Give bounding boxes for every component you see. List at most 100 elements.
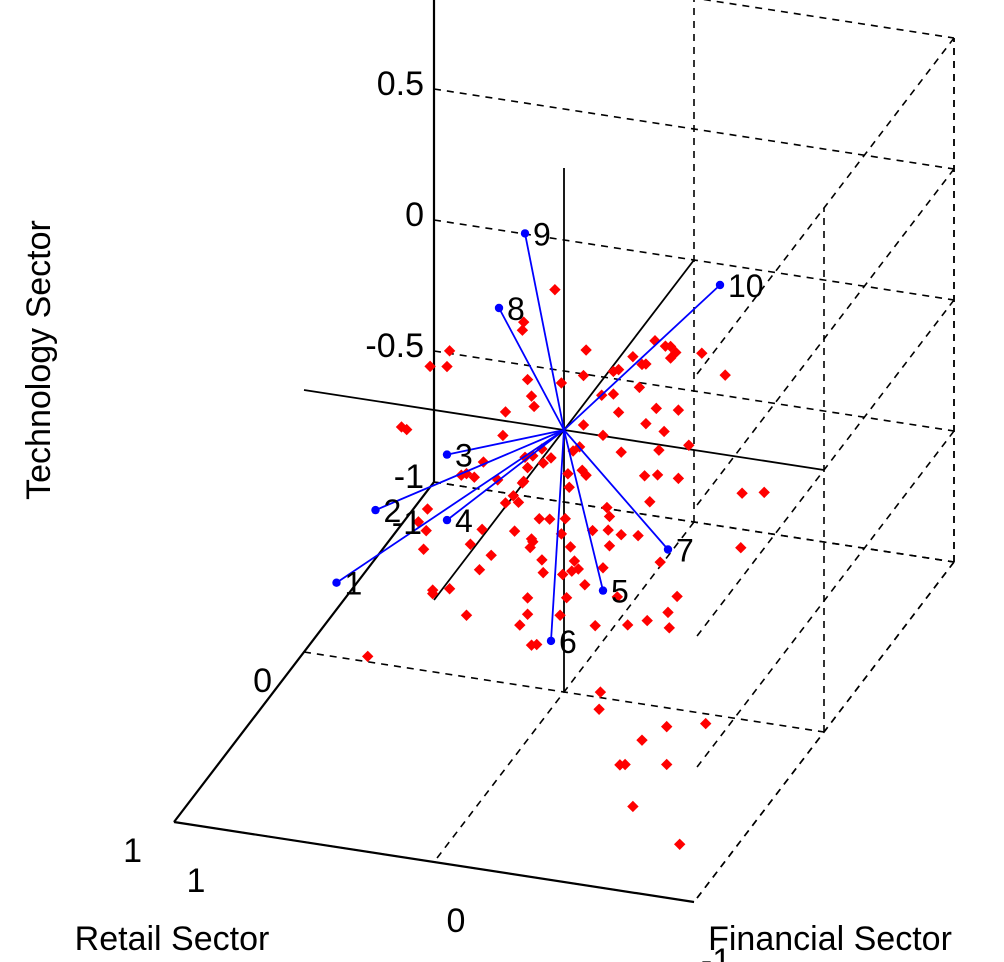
data-point bbox=[659, 340, 672, 352]
data-point bbox=[627, 350, 639, 363]
data-point bbox=[563, 481, 575, 493]
data-point bbox=[612, 406, 625, 419]
data-point bbox=[641, 614, 653, 627]
vector-label: 10 bbox=[728, 268, 764, 304]
data-point bbox=[664, 352, 677, 364]
data-point bbox=[533, 513, 546, 525]
data-point bbox=[476, 523, 488, 536]
vector-tip-marker bbox=[546, 636, 556, 646]
data-point bbox=[521, 592, 534, 604]
data-point bbox=[421, 503, 434, 515]
data-point bbox=[638, 470, 651, 482]
x-axis-label: Financial Sector bbox=[708, 920, 952, 958]
data-point bbox=[576, 464, 588, 476]
data-point bbox=[670, 346, 682, 359]
z-tick-label: -1 bbox=[394, 458, 424, 496]
vector-label: 2 bbox=[384, 493, 402, 529]
data-point bbox=[525, 390, 538, 402]
data-point bbox=[593, 703, 605, 715]
data-point bbox=[464, 538, 477, 550]
data-point bbox=[601, 501, 613, 514]
data-point bbox=[607, 388, 620, 400]
data-point bbox=[499, 406, 512, 418]
data-point bbox=[615, 528, 627, 541]
data-point bbox=[521, 608, 534, 620]
z-tick-label: -0.5 bbox=[365, 327, 424, 365]
data-point bbox=[603, 510, 616, 523]
data-point bbox=[525, 533, 538, 545]
data-point bbox=[443, 345, 456, 357]
tick-labels: -1 -0.5 0 0.5 1 -1 0 1 -1 0 1 bbox=[123, 65, 731, 962]
data-point bbox=[468, 471, 481, 483]
vector-tip-marker bbox=[442, 450, 452, 459]
vector-tip-marker bbox=[715, 280, 725, 290]
data-point bbox=[586, 524, 599, 537]
x-tick-label: 1 bbox=[187, 862, 206, 900]
vector-label: 5 bbox=[611, 574, 629, 610]
y-tick-label: 0 bbox=[253, 662, 272, 700]
data-point bbox=[672, 404, 685, 416]
data-point bbox=[627, 800, 639, 813]
data-point bbox=[441, 360, 453, 373]
data-point bbox=[395, 421, 408, 433]
data-point bbox=[735, 542, 747, 554]
grid-line-floor-y bbox=[693, 561, 955, 903]
vector-tip-marker bbox=[598, 586, 608, 595]
data-point bbox=[460, 609, 473, 621]
data-point bbox=[673, 838, 686, 851]
data-point bbox=[545, 452, 557, 464]
data-point bbox=[555, 377, 568, 389]
data-point bbox=[580, 344, 592, 356]
data-point bbox=[512, 496, 525, 509]
data-point bbox=[632, 529, 644, 542]
data-point bbox=[420, 524, 432, 537]
data-point bbox=[514, 619, 526, 631]
variable-vector bbox=[550, 429, 565, 641]
vector-label: 9 bbox=[533, 216, 551, 252]
data-point bbox=[528, 400, 540, 413]
data-point bbox=[597, 429, 609, 442]
data-point bbox=[559, 512, 572, 525]
data-point bbox=[473, 563, 486, 576]
data-point bbox=[497, 429, 509, 442]
y-axis-label: Retail Sector bbox=[75, 920, 270, 958]
data-point bbox=[579, 579, 591, 591]
data-point bbox=[696, 347, 708, 359]
data-point bbox=[633, 381, 646, 394]
data-point bbox=[361, 650, 374, 663]
data-point bbox=[426, 584, 439, 596]
x-axis-line bbox=[173, 820, 695, 904]
data-point bbox=[636, 734, 648, 746]
vector-label: 1 bbox=[345, 566, 363, 602]
data-point bbox=[554, 609, 566, 621]
data-point bbox=[485, 549, 497, 562]
vector-label: 7 bbox=[676, 533, 694, 569]
data-point bbox=[660, 758, 673, 771]
data-point bbox=[621, 619, 634, 631]
data-point bbox=[615, 446, 627, 458]
data-point bbox=[619, 758, 631, 771]
data-point bbox=[651, 469, 664, 481]
data-point bbox=[443, 583, 456, 595]
data-point bbox=[521, 461, 534, 474]
data-point bbox=[612, 363, 625, 376]
vector-label: 6 bbox=[559, 624, 577, 660]
data-point bbox=[654, 556, 666, 568]
data-point bbox=[556, 568, 569, 581]
data-point bbox=[543, 513, 556, 525]
vector-tip-marker bbox=[442, 515, 452, 525]
data-point bbox=[650, 402, 663, 415]
variable-vector bbox=[335, 429, 565, 584]
data-point bbox=[537, 566, 549, 579]
data-point bbox=[577, 369, 590, 382]
data-point bbox=[636, 358, 648, 371]
data-point bbox=[736, 487, 748, 499]
data-point bbox=[417, 543, 430, 555]
data-point bbox=[699, 717, 712, 730]
vector-tip-marker bbox=[663, 545, 673, 554]
data-point bbox=[566, 565, 578, 577]
vector-tip-marker bbox=[494, 303, 504, 313]
y-tick-label: 1 bbox=[123, 832, 142, 870]
data-point bbox=[516, 477, 529, 489]
data-point bbox=[663, 622, 676, 634]
